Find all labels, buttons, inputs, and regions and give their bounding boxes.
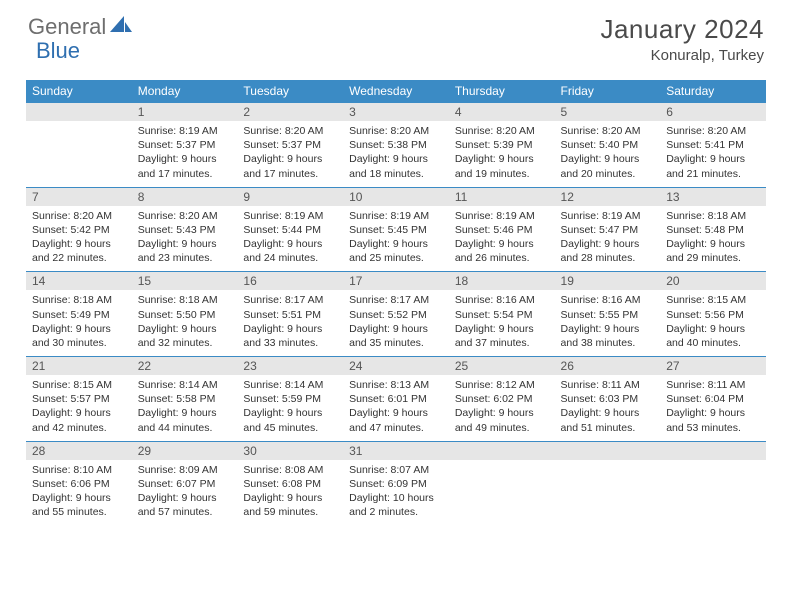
day-content-cell: Sunrise: 8:20 AMSunset: 5:39 PMDaylight:… [449,121,555,187]
day-number-cell: 22 [132,357,238,376]
logo-text-blue: Blue [36,38,80,63]
day-content-cell: Sunrise: 8:20 AMSunset: 5:37 PMDaylight:… [237,121,343,187]
day-number-cell: 17 [343,272,449,291]
day-content-cell: Sunrise: 8:20 AMSunset: 5:42 PMDaylight:… [26,206,132,272]
day-number-cell: 12 [555,187,661,206]
day-content-cell: Sunrise: 8:20 AMSunset: 5:41 PMDaylight:… [660,121,766,187]
day-number-cell: 28 [26,441,132,460]
day-content-row: Sunrise: 8:10 AMSunset: 6:06 PMDaylight:… [26,460,766,526]
day-number-cell: 5 [555,103,661,122]
day-number-cell: 18 [449,272,555,291]
day-content-cell [660,460,766,526]
month-title: January 2024 [600,14,764,45]
day-number-cell: 30 [237,441,343,460]
day-number-cell: 3 [343,103,449,122]
day-content-cell: Sunrise: 8:15 AMSunset: 5:56 PMDaylight:… [660,290,766,356]
day-content-cell: Sunrise: 8:18 AMSunset: 5:48 PMDaylight:… [660,206,766,272]
day-number-cell: 31 [343,441,449,460]
day-number-cell: 2 [237,103,343,122]
day-content-row: Sunrise: 8:19 AMSunset: 5:37 PMDaylight:… [26,121,766,187]
weekday-header: Tuesday [237,80,343,103]
logo: General [28,14,134,40]
weekday-header: Saturday [660,80,766,103]
day-number-row: 28293031 [26,441,766,460]
header: General January 2024 Konuralp, Turkey [0,0,792,70]
day-number-cell: 20 [660,272,766,291]
day-content-cell: Sunrise: 8:19 AMSunset: 5:37 PMDaylight:… [132,121,238,187]
logo-text-blue-wrap: Blue [36,38,80,64]
weekday-header: Monday [132,80,238,103]
calendar-table: SundayMondayTuesdayWednesdayThursdayFrid… [26,80,766,525]
day-content-cell: Sunrise: 8:09 AMSunset: 6:07 PMDaylight:… [132,460,238,526]
day-number-cell: 6 [660,103,766,122]
day-number-cell: 16 [237,272,343,291]
day-number-cell: 13 [660,187,766,206]
day-number-cell: 19 [555,272,661,291]
day-number-cell: 7 [26,187,132,206]
day-content-row: Sunrise: 8:18 AMSunset: 5:49 PMDaylight:… [26,290,766,356]
day-number-cell: 21 [26,357,132,376]
day-content-row: Sunrise: 8:15 AMSunset: 5:57 PMDaylight:… [26,375,766,441]
day-content-cell: Sunrise: 8:17 AMSunset: 5:52 PMDaylight:… [343,290,449,356]
logo-text-general: General [28,14,106,40]
day-content-cell: Sunrise: 8:16 AMSunset: 5:55 PMDaylight:… [555,290,661,356]
day-number-cell: 23 [237,357,343,376]
calendar-header-row: SundayMondayTuesdayWednesdayThursdayFrid… [26,80,766,103]
day-content-cell: Sunrise: 8:16 AMSunset: 5:54 PMDaylight:… [449,290,555,356]
weekday-header: Wednesday [343,80,449,103]
day-content-cell: Sunrise: 8:14 AMSunset: 5:59 PMDaylight:… [237,375,343,441]
day-number-cell: 27 [660,357,766,376]
day-content-cell: Sunrise: 8:18 AMSunset: 5:49 PMDaylight:… [26,290,132,356]
day-content-cell: Sunrise: 8:12 AMSunset: 6:02 PMDaylight:… [449,375,555,441]
day-number-cell: 4 [449,103,555,122]
day-content-cell: Sunrise: 8:13 AMSunset: 6:01 PMDaylight:… [343,375,449,441]
weekday-header: Thursday [449,80,555,103]
day-content-cell [26,121,132,187]
day-content-cell: Sunrise: 8:20 AMSunset: 5:43 PMDaylight:… [132,206,238,272]
day-content-cell: Sunrise: 8:20 AMSunset: 5:40 PMDaylight:… [555,121,661,187]
day-content-cell: Sunrise: 8:15 AMSunset: 5:57 PMDaylight:… [26,375,132,441]
day-number-cell: 14 [26,272,132,291]
title-block: January 2024 Konuralp, Turkey [600,14,764,64]
day-number-cell [660,441,766,460]
day-content-cell: Sunrise: 8:20 AMSunset: 5:38 PMDaylight:… [343,121,449,187]
day-number-cell: 15 [132,272,238,291]
day-number-cell: 9 [237,187,343,206]
day-content-cell: Sunrise: 8:14 AMSunset: 5:58 PMDaylight:… [132,375,238,441]
day-number-cell [449,441,555,460]
day-number-cell: 25 [449,357,555,376]
day-number-row: 78910111213 [26,187,766,206]
day-number-cell: 8 [132,187,238,206]
location-label: Konuralp, Turkey [600,47,764,64]
day-number-cell: 10 [343,187,449,206]
day-content-cell: Sunrise: 8:11 AMSunset: 6:04 PMDaylight:… [660,375,766,441]
day-content-cell: Sunrise: 8:08 AMSunset: 6:08 PMDaylight:… [237,460,343,526]
day-content-row: Sunrise: 8:20 AMSunset: 5:42 PMDaylight:… [26,206,766,272]
weekday-header: Sunday [26,80,132,103]
day-number-cell: 1 [132,103,238,122]
day-number-cell: 26 [555,357,661,376]
day-number-cell: 24 [343,357,449,376]
day-content-cell: Sunrise: 8:17 AMSunset: 5:51 PMDaylight:… [237,290,343,356]
day-content-cell: Sunrise: 8:19 AMSunset: 5:46 PMDaylight:… [449,206,555,272]
day-number-row: 21222324252627 [26,357,766,376]
day-content-cell: Sunrise: 8:07 AMSunset: 6:09 PMDaylight:… [343,460,449,526]
day-number-cell [26,103,132,122]
day-number-cell: 29 [132,441,238,460]
day-content-cell [555,460,661,526]
day-content-cell: Sunrise: 8:19 AMSunset: 5:44 PMDaylight:… [237,206,343,272]
day-number-row: 123456 [26,103,766,122]
logo-sail-icon [110,16,132,39]
day-content-cell [449,460,555,526]
day-content-cell: Sunrise: 8:19 AMSunset: 5:45 PMDaylight:… [343,206,449,272]
day-content-cell: Sunrise: 8:19 AMSunset: 5:47 PMDaylight:… [555,206,661,272]
day-content-cell: Sunrise: 8:18 AMSunset: 5:50 PMDaylight:… [132,290,238,356]
day-number-cell: 11 [449,187,555,206]
day-content-cell: Sunrise: 8:10 AMSunset: 6:06 PMDaylight:… [26,460,132,526]
day-number-cell [555,441,661,460]
day-number-row: 14151617181920 [26,272,766,291]
weekday-header: Friday [555,80,661,103]
day-content-cell: Sunrise: 8:11 AMSunset: 6:03 PMDaylight:… [555,375,661,441]
